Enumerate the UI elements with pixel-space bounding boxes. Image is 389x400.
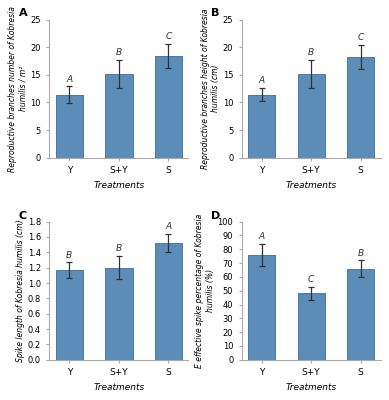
Text: B: B	[116, 244, 122, 253]
Text: A: A	[259, 232, 265, 241]
Text: B: B	[357, 248, 364, 258]
Bar	[298, 74, 325, 158]
Text: A: A	[66, 75, 72, 84]
Bar	[248, 95, 275, 158]
Text: B: B	[308, 48, 314, 57]
Text: A: A	[259, 76, 265, 85]
Bar	[155, 243, 182, 360]
Bar	[105, 74, 133, 158]
Bar	[155, 56, 182, 158]
Bar	[347, 57, 374, 158]
Text: A: A	[165, 222, 172, 231]
Text: C: C	[19, 210, 27, 220]
Y-axis label: Spike length of Kobresia humilis (cm): Spike length of Kobresia humilis (cm)	[16, 219, 25, 362]
Bar	[105, 268, 133, 360]
Bar	[298, 294, 325, 360]
Text: C: C	[357, 33, 364, 42]
X-axis label: Treatments: Treatments	[286, 383, 337, 392]
Bar	[56, 95, 83, 158]
Bar	[248, 255, 275, 360]
Bar	[56, 270, 83, 360]
X-axis label: Treatments: Treatments	[93, 383, 144, 392]
Y-axis label: Reproductive branches height of Kobresia
humilis (cm): Reproductive branches height of Kobresia…	[201, 8, 220, 169]
Y-axis label: E effective spike percentage of Kobresia
humilis (%): E effective spike percentage of Kobresia…	[195, 214, 215, 368]
Text: C: C	[165, 32, 172, 41]
Y-axis label: Reproductive branches number of Kobresia
humilis / m²: Reproductive branches number of Kobresia…	[8, 6, 28, 172]
Text: B: B	[66, 250, 72, 260]
Text: C: C	[308, 275, 314, 284]
Text: B: B	[116, 48, 122, 57]
Bar	[347, 268, 374, 360]
X-axis label: Treatments: Treatments	[93, 180, 144, 190]
Text: A: A	[19, 8, 27, 18]
Text: B: B	[211, 8, 219, 18]
Text: D: D	[211, 210, 220, 220]
X-axis label: Treatments: Treatments	[286, 180, 337, 190]
